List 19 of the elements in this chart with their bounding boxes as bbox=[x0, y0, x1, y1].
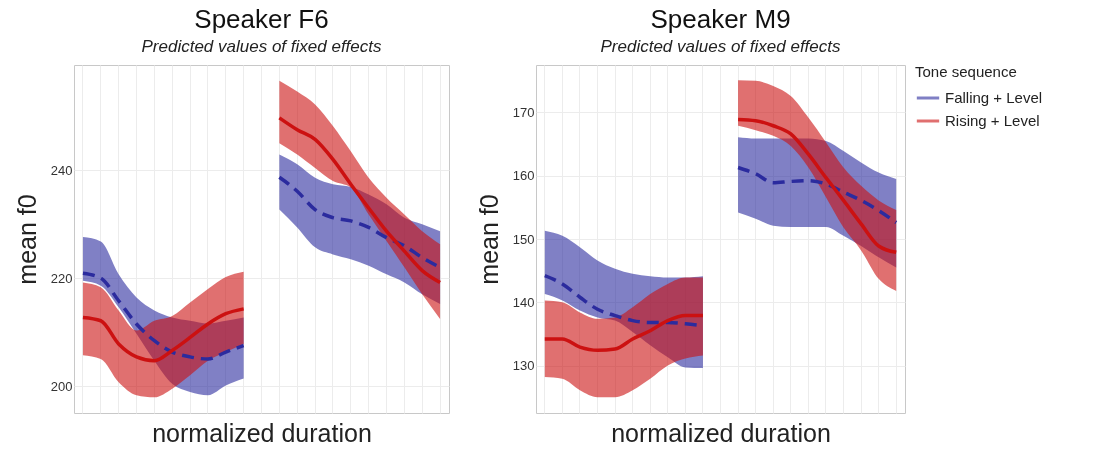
chart-subtitle: Predicted values of fixed effects bbox=[600, 37, 841, 56]
y-axis-title: mean f0 bbox=[12, 194, 41, 285]
y-tick-label: 140 bbox=[512, 294, 535, 310]
y-tick-label: 150 bbox=[512, 231, 535, 247]
y-tick-label: 240 bbox=[50, 162, 73, 178]
y-tick-label: 160 bbox=[512, 168, 535, 184]
y-tick-label: 220 bbox=[50, 270, 73, 286]
legend-label: Falling + Level bbox=[945, 89, 1043, 106]
y-tick-label: 170 bbox=[512, 104, 535, 120]
y-tick-label: 200 bbox=[50, 378, 73, 394]
legend-title: Tone sequence bbox=[915, 63, 1017, 80]
x-axis-title: normalized duration bbox=[611, 418, 831, 447]
chart-title: Speaker F6 bbox=[194, 4, 329, 34]
y-tick-label: 130 bbox=[512, 358, 535, 374]
chart-subtitle: Predicted values of fixed effects bbox=[141, 37, 382, 56]
chart-title: Speaker M9 bbox=[650, 4, 791, 34]
legend-label: Rising + Level bbox=[945, 112, 1040, 129]
y-axis-title: mean f0 bbox=[474, 194, 503, 285]
x-axis-title: normalized duration bbox=[152, 418, 372, 447]
